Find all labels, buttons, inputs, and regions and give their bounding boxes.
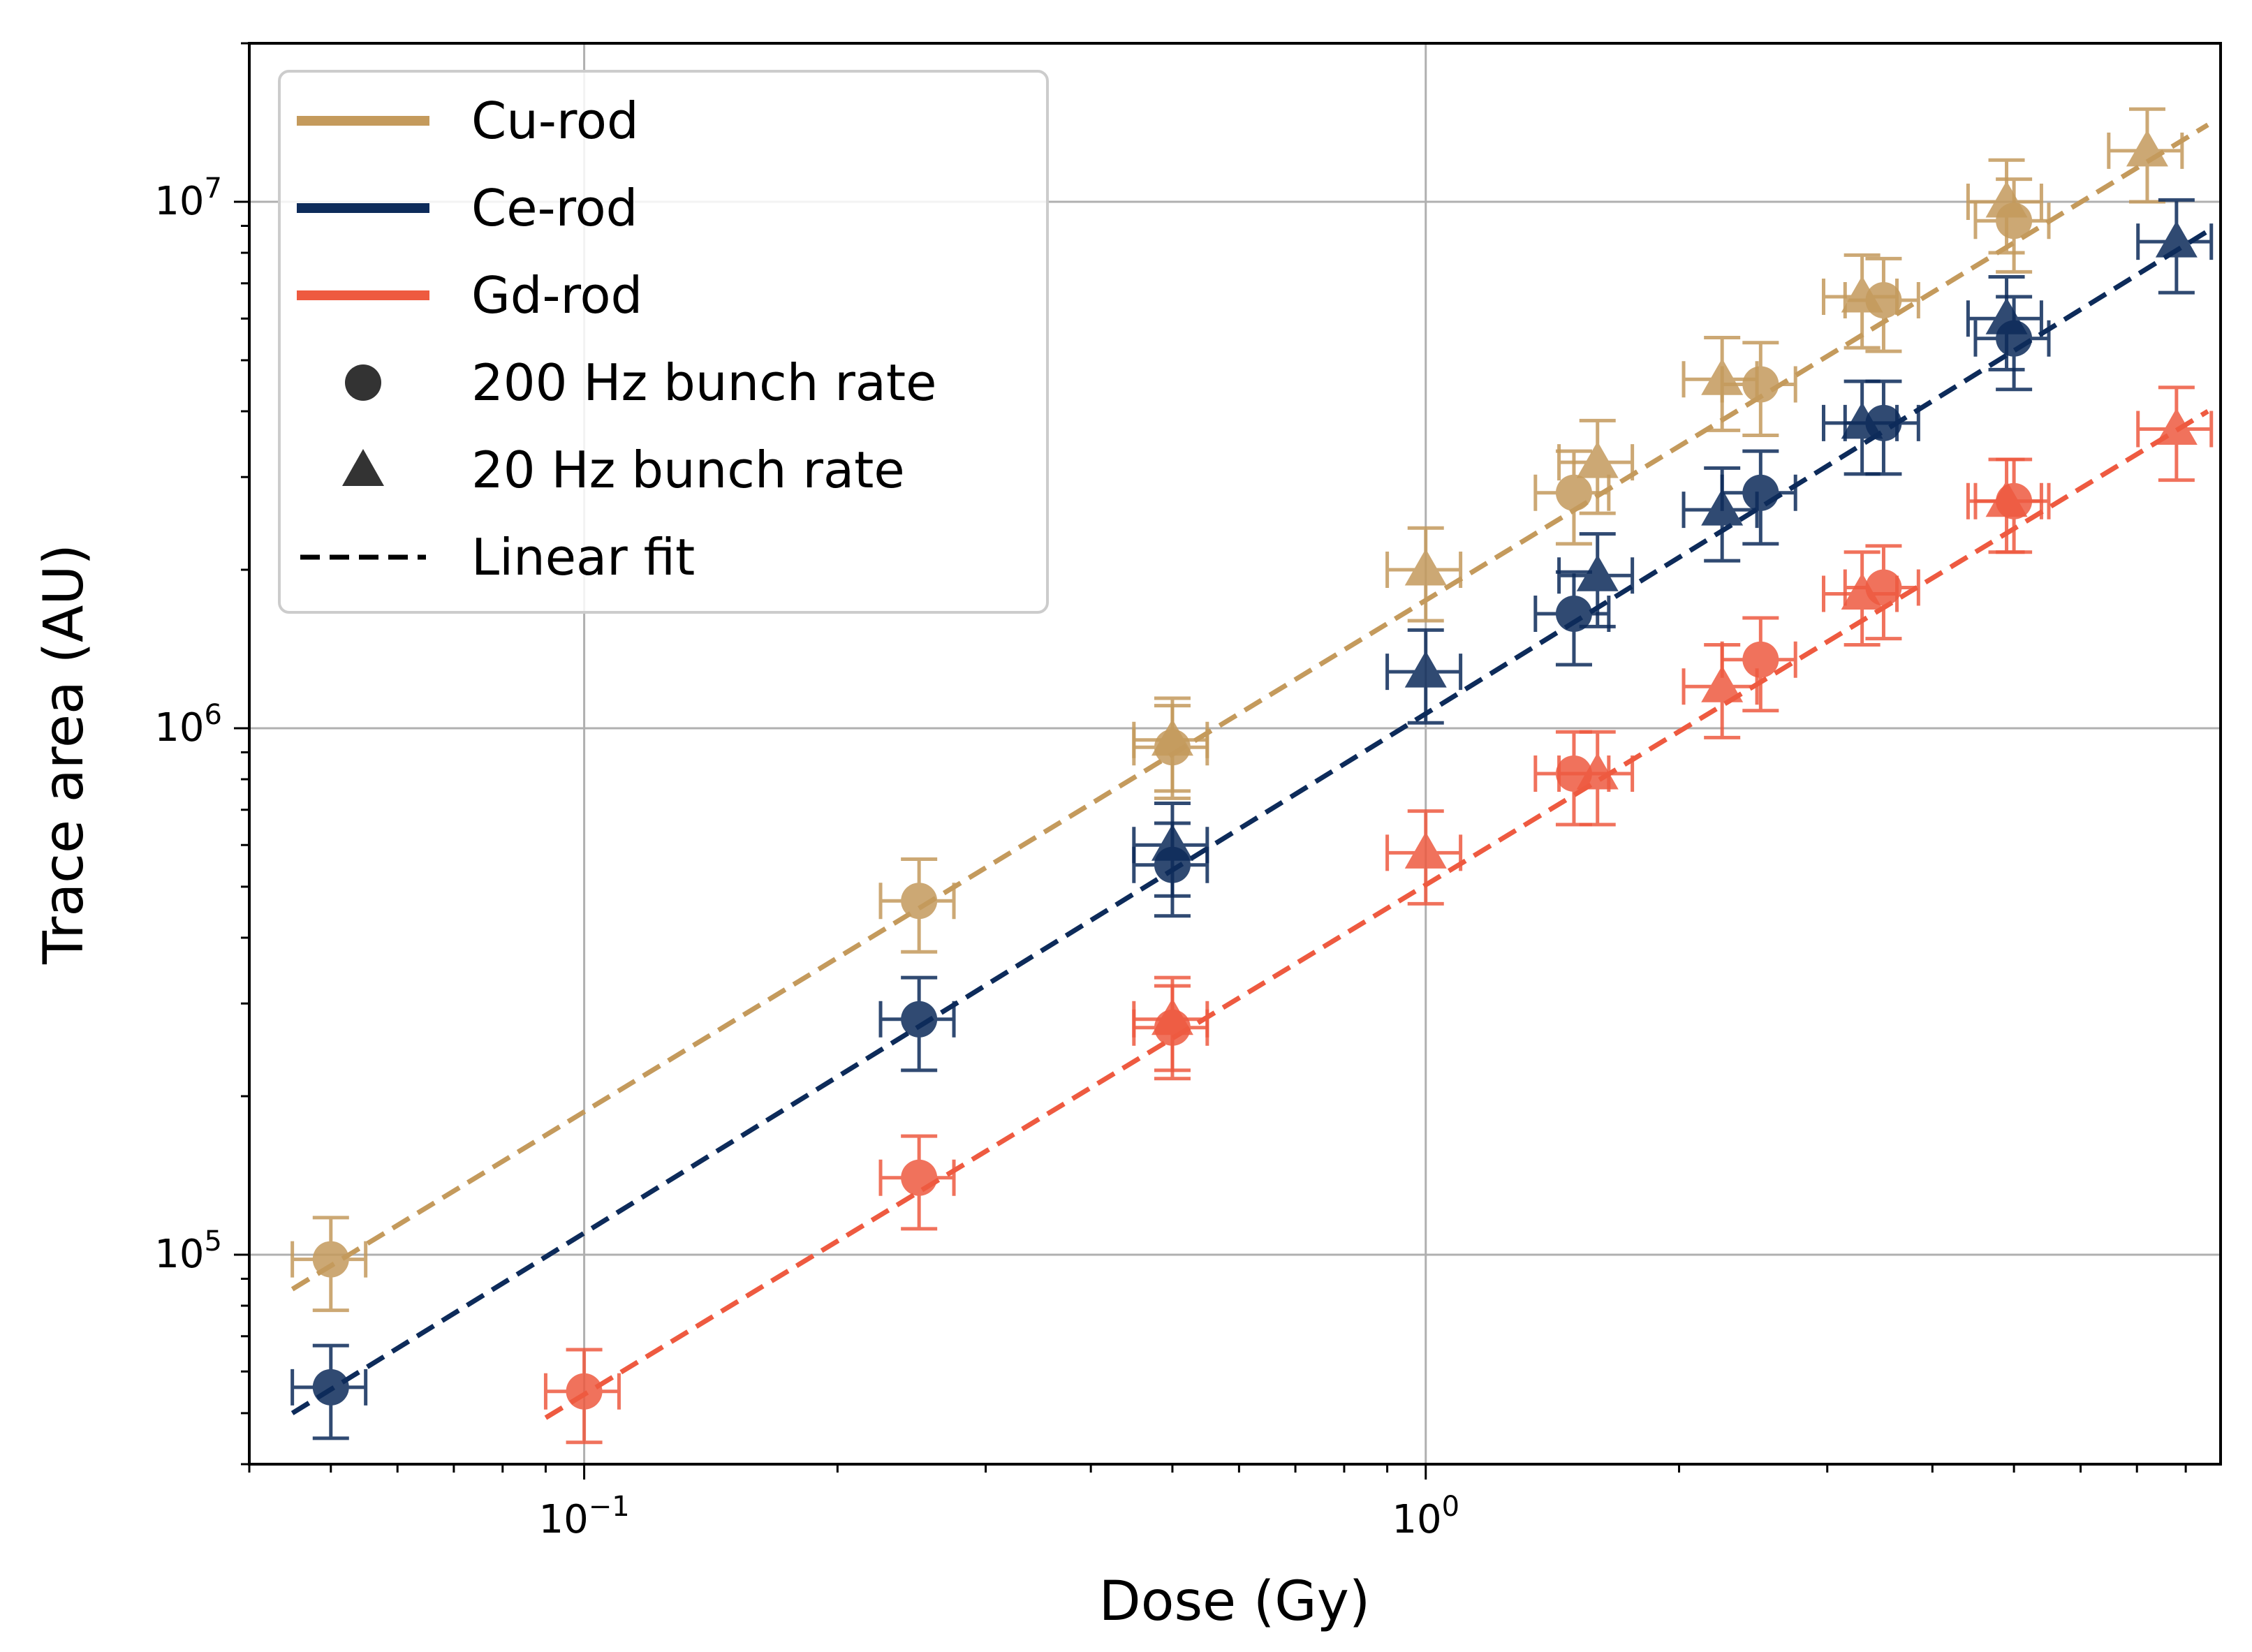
fit-line-ce-rod — [290, 228, 2209, 1415]
data-point-ce-rod-20hz — [1681, 466, 1759, 563]
triangle-marker — [1841, 573, 1883, 610]
legend-entries: Cu-rod Ce-rod Gd-rod 200 Hz bunch rate 20 Hz… — [297, 91, 936, 587]
data-point-gd-rod-20hz — [1557, 730, 1635, 827]
legend-swatch-triangle — [342, 449, 384, 486]
circle-marker — [1742, 366, 1779, 403]
legend-entry: Cu-rod — [297, 91, 639, 150]
triangle-marker — [2155, 408, 2198, 445]
data-point-cu-rod-200hz — [1720, 341, 1797, 438]
x-tick-label: 100 — [1392, 1491, 1459, 1542]
data-points — [290, 107, 2214, 1445]
triangle-marker — [1841, 276, 1883, 313]
data-point-gd-rod-20hz — [1132, 975, 1209, 1072]
triangle-marker — [1841, 401, 1883, 439]
data-point-gd-rod-20hz — [1821, 550, 1899, 647]
triangle-marker — [1404, 548, 1447, 586]
triangle-marker — [1985, 180, 2028, 218]
triangle-marker — [1701, 489, 1744, 526]
triangle-marker — [1151, 718, 1193, 756]
triangle-marker — [1701, 358, 1744, 395]
fit-line-gd-rod — [544, 409, 2209, 1420]
circle-marker — [566, 1373, 603, 1410]
legend-label: Gd-rod — [471, 266, 642, 325]
circle-marker — [312, 1241, 349, 1278]
legend-label: Linear fit — [471, 528, 695, 587]
triangle-marker — [1985, 297, 2028, 334]
triangle-marker — [1151, 824, 1193, 861]
data-point-ce-rod-200hz — [1720, 449, 1797, 546]
x-axis-title: Dose (Gy) — [1099, 1570, 1371, 1633]
data-point-ce-rod-20hz — [1821, 379, 1899, 476]
plot-area: 10−1 100 105 106 107 — [154, 42, 2222, 1542]
legend-label: 200 Hz bunch rate — [471, 353, 936, 412]
data-point-ce-rod-20hz — [1966, 275, 2043, 371]
data-point-cu-rod-20hz — [1681, 336, 1759, 432]
fit-line-cu-rod — [290, 122, 2209, 1292]
data-point-ce-rod-200hz — [290, 1343, 368, 1440]
data-point-ce-rod-200hz — [878, 975, 956, 1072]
triangle-marker — [1404, 651, 1447, 688]
circle-marker — [1555, 595, 1592, 632]
triangle-marker — [1576, 752, 1619, 790]
triangle-marker — [2126, 129, 2168, 167]
data-point-ce-rod-20hz — [2136, 198, 2214, 295]
x-tick-label: 10−1 — [538, 1491, 629, 1542]
data-point-ce-rod-200hz — [1533, 570, 1611, 667]
triangle-marker — [1576, 441, 1619, 478]
circle-marker — [901, 1001, 938, 1038]
data-point-cu-rod-200hz — [290, 1216, 368, 1313]
data-point-gd-rod-20hz — [1385, 809, 1463, 906]
legend-entry: 20 Hz bunch rate — [342, 441, 905, 499]
legend-entry: 200 Hz bunch rate — [345, 353, 936, 412]
legend-entry: Gd-rod — [297, 266, 642, 325]
data-point-cu-rod-200hz — [878, 857, 956, 954]
data-point-gd-rod-200hz — [543, 1348, 621, 1445]
circle-marker — [1555, 474, 1592, 511]
data-point-ce-rod-20hz — [1132, 802, 1209, 898]
data-point-cu-rod-20hz — [1385, 526, 1463, 623]
legend-label: Cu-rod — [471, 91, 639, 150]
triangle-marker — [2155, 221, 2198, 258]
data-point-ce-rod-20hz — [1385, 628, 1463, 725]
data-point-ce-rod-20hz — [1557, 532, 1635, 628]
circle-marker — [1742, 474, 1779, 511]
triangle-marker — [1701, 665, 1744, 702]
y-tick-label: 105 — [154, 1225, 222, 1277]
axis-ticks: 10−1 100 105 106 107 — [154, 42, 2187, 1542]
circle-marker — [901, 1159, 938, 1196]
triangle-marker — [1985, 480, 2028, 517]
y-tick-label: 107 — [154, 172, 222, 224]
axes-frame — [248, 42, 2222, 1466]
fit-lines — [290, 122, 2209, 1420]
data-point-gd-rod-20hz — [1681, 643, 1759, 739]
data-point-cu-rod-20hz — [1132, 696, 1209, 793]
circle-marker — [901, 883, 938, 920]
circle-marker — [1742, 641, 1779, 678]
circle-marker — [312, 1369, 349, 1406]
y-axis-title: Trace area (AU) — [33, 544, 96, 965]
data-point-gd-rod-200hz — [878, 1134, 956, 1231]
triangle-marker — [1576, 554, 1619, 591]
legend-box — [278, 70, 1049, 614]
data-point-cu-rod-20hz — [1557, 418, 1635, 515]
data-point-cu-rod-20hz — [1966, 158, 2043, 255]
legend-entry: Linear fit — [300, 528, 695, 587]
legend: Cu-rod Ce-rod Gd-rod 200 Hz bunch rate 20 Hz… — [278, 70, 1049, 614]
data-point-cu-rod-20hz — [1821, 253, 1899, 350]
y-tick-label: 106 — [154, 699, 222, 751]
legend-entry: Ce-rod — [297, 179, 638, 237]
data-point-gd-rod-20hz — [2136, 385, 2214, 482]
triangle-marker — [1151, 998, 1193, 1035]
data-point-gd-rod-20hz — [1966, 457, 2043, 554]
legend-label: 20 Hz bunch rate — [471, 441, 905, 499]
triangle-marker — [1404, 832, 1447, 869]
legend-label: Ce-rod — [471, 179, 638, 237]
legend-swatch-circle — [345, 364, 381, 401]
data-point-cu-rod-20hz — [2107, 107, 2184, 204]
